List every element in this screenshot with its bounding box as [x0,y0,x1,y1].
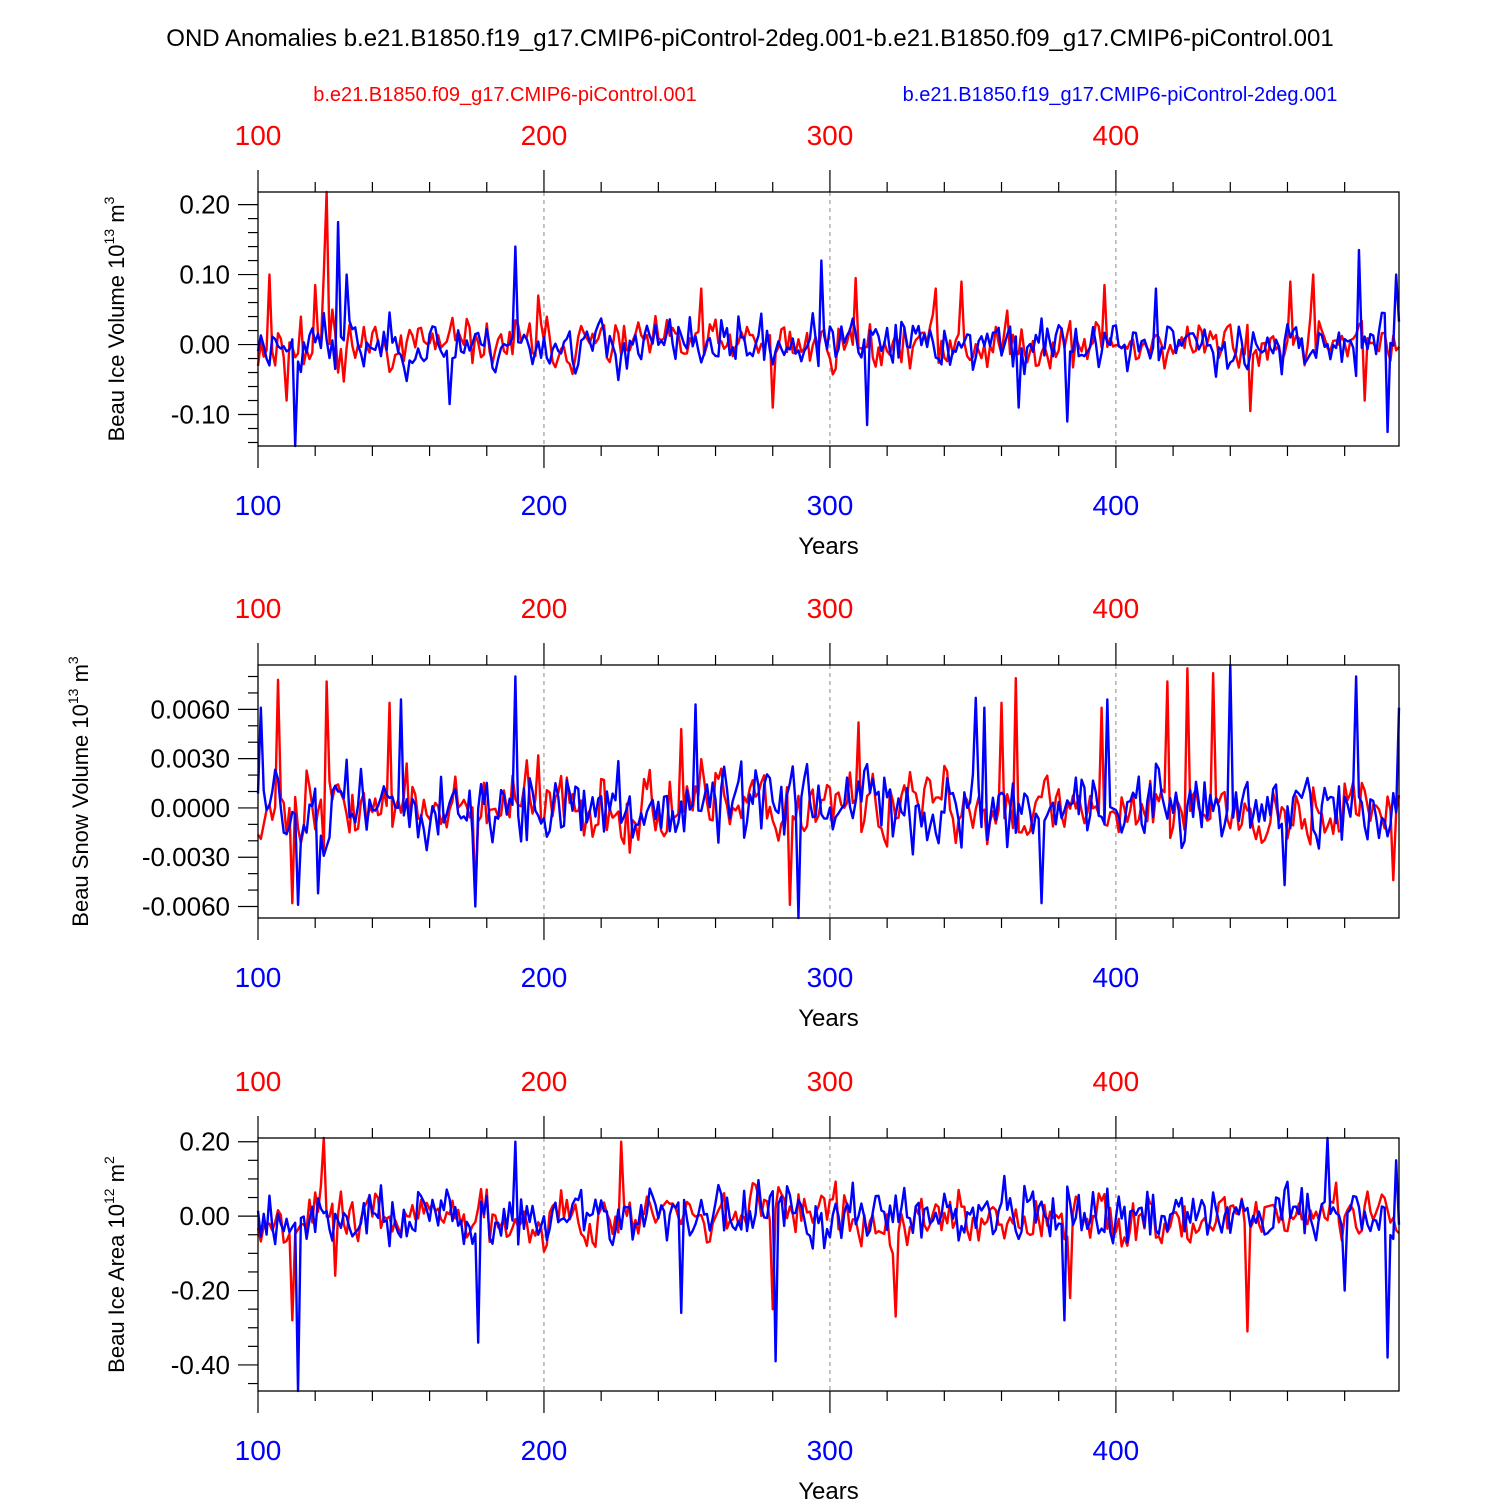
y-tick-label: -0.0030 [142,842,230,872]
series-line-red [256,190,1400,413]
y-tick-label: 0.0060 [150,694,230,724]
x-tick-label-top: 300 [807,593,854,624]
x-tick-label-top: 400 [1093,1066,1140,1097]
panels: -0.100.000.100.2010010020020030030040040… [65,120,1401,1500]
y-tick-label: -0.10 [171,400,230,430]
x-tick-label-top: 400 [1093,120,1140,151]
chart-panel-1: -0.10 0.00 0.10 0.20 100 100 200 200 300 300 400 40… [101,120,1401,560]
x-tick-label-top: 200 [521,593,568,624]
x-tick-label-top: 300 [807,120,854,151]
plot-frame [257,191,1400,447]
chart-panel-2: -0.0060 -0.0030 0.0000 0.0030 0.0060 100 100 20… [65,593,1401,1032]
chart-panel-3: -0.40-0.200.000.201001002002003003004004… [101,1066,1401,1500]
x-tick-label-bottom: 400 [1093,490,1140,521]
x-tick-label-bottom: 200 [521,1435,568,1466]
plot-frame [257,1137,1400,1392]
x-axis-label: Years [798,1478,859,1500]
x-tick-label-bottom: 400 [1093,962,1140,993]
y-axis-label: Beau Snow Volume 1013 m3 [65,656,93,927]
y-tick-label: 0.00 [179,1201,230,1231]
x-tick-label-top: 100 [235,1066,282,1097]
series-line-blue [256,1136,1401,1393]
series-line-red [257,667,1401,907]
y-tick-label: 0.0000 [150,793,230,823]
x-tick-label-bottom: 100 [235,1435,282,1466]
x-tick-label-bottom: 100 [235,490,282,521]
x-tick-label-top: 200 [521,120,568,151]
series-line-blue [256,663,1401,920]
series-line-blue [256,220,1401,448]
y-tick-label: 0.10 [179,260,230,290]
y-tick-label: 0.00 [179,330,230,360]
y-tick-label: 0.0030 [150,744,230,774]
x-tick-label-top: 400 [1093,593,1140,624]
x-tick-label-top: 100 [235,593,282,624]
x-tick-label-bottom: 300 [807,490,854,521]
x-axis-label: Years [798,533,859,560]
y-tick-label: 0.20 [179,190,230,220]
legend-red-label: b.e21.B1850.f09_g17.CMIP6-piControl.001 [313,84,697,106]
x-tick-label-bottom: 300 [807,1435,854,1466]
x-axis-label: Years [798,1005,859,1032]
x-tick-label-top: 200 [521,1066,568,1097]
figure-title: OND Anomalies b.e21.B1850.f19_g17.CMIP6-… [166,25,1333,52]
y-tick-label: -0.0060 [142,892,230,922]
x-tick-label-bottom: 400 [1093,1435,1140,1466]
y-tick-label: -0.20 [171,1276,230,1306]
x-tick-label-bottom: 300 [807,962,854,993]
y-tick-label: -0.40 [171,1350,230,1380]
x-tick-label-top: 300 [807,1066,854,1097]
legend-blue-label: b.e21.B1850.f19_g17.CMIP6-piControl-2deg… [903,84,1338,106]
x-tick-label-top: 100 [235,120,282,151]
y-tick-label: 0.20 [179,1127,230,1157]
x-tick-label-bottom: 100 [235,962,282,993]
y-axis-label: Beau Ice Volume 1013 m3 [101,196,129,441]
y-axis-label: Beau Ice Area 1012 m2 [101,1156,129,1373]
x-tick-label-bottom: 200 [521,962,568,993]
x-tick-label-bottom: 200 [521,490,568,521]
